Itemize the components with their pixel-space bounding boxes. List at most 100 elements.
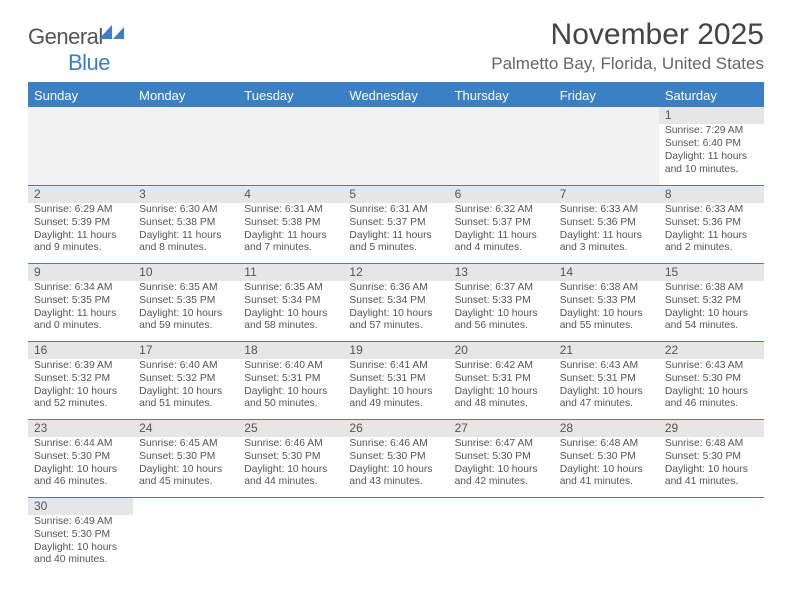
calendar-cell: 20Sunrise: 6:42 AMSunset: 5:31 PMDayligh… [449,341,554,419]
calendar-row: 16Sunrise: 6:39 AMSunset: 5:32 PMDayligh… [28,341,764,419]
calendar-thead: Sunday Monday Tuesday Wednesday Thursday… [28,84,764,107]
sunrise-text: Sunrise: 6:31 AM [349,204,442,217]
day-number: 18 [238,342,343,359]
daylight-text: Daylight: 10 hours and 51 minutes. [139,386,232,412]
day-number: 10 [133,264,238,281]
sunset-text: Sunset: 5:30 PM [244,451,337,464]
sunrise-text: Sunrise: 6:47 AM [455,438,548,451]
calendar-table: Sunday Monday Tuesday Wednesday Thursday… [28,84,764,575]
sunset-text: Sunset: 5:30 PM [34,451,127,464]
page-title: November 2025 [491,18,764,52]
day-body: Sunrise: 6:38 AMSunset: 5:32 PMDaylight:… [659,281,764,335]
calendar-cell: 9Sunrise: 6:34 AMSunset: 5:35 PMDaylight… [28,263,133,341]
daylight-text: Daylight: 11 hours and 9 minutes. [34,230,127,256]
sunrise-text: Sunrise: 6:43 AM [560,360,653,373]
sunset-text: Sunset: 5:30 PM [560,451,653,464]
calendar-cell: 6Sunrise: 6:32 AMSunset: 5:37 PMDaylight… [449,185,554,263]
calendar-row: 30Sunrise: 6:49 AMSunset: 5:30 PMDayligh… [28,497,764,575]
sunrise-text: Sunrise: 6:45 AM [139,438,232,451]
calendar-cell: 28Sunrise: 6:48 AMSunset: 5:30 PMDayligh… [554,419,659,497]
daylight-text: Daylight: 10 hours and 52 minutes. [34,386,127,412]
day-number: 13 [449,264,554,281]
daylight-text: Daylight: 10 hours and 41 minutes. [560,464,653,490]
day-body: Sunrise: 6:39 AMSunset: 5:32 PMDaylight:… [28,359,133,413]
calendar-cell: 2Sunrise: 6:29 AMSunset: 5:39 PMDaylight… [28,185,133,263]
calendar-cell-empty [133,497,238,575]
calendar-cell-empty [343,497,448,575]
sunrise-text: Sunrise: 6:48 AM [665,438,758,451]
sunrise-text: Sunrise: 6:38 AM [560,282,653,295]
day-body: Sunrise: 6:36 AMSunset: 5:34 PMDaylight:… [343,281,448,335]
calendar-cell: 13Sunrise: 6:37 AMSunset: 5:33 PMDayligh… [449,263,554,341]
calendar-cell: 30Sunrise: 6:49 AMSunset: 5:30 PMDayligh… [28,497,133,575]
daylight-text: Daylight: 10 hours and 50 minutes. [244,386,337,412]
logo-sail-icon [99,25,125,46]
calendar-cell: 4Sunrise: 6:31 AMSunset: 5:38 PMDaylight… [238,185,343,263]
title-block: November 2025 Palmetto Bay, Florida, Uni… [491,18,764,74]
logo: General Blue [28,18,125,76]
day-body: Sunrise: 6:49 AMSunset: 5:30 PMDaylight:… [28,515,133,569]
day-number: 7 [554,186,659,203]
day-body: Sunrise: 6:45 AMSunset: 5:30 PMDaylight:… [133,437,238,491]
day-body: Sunrise: 6:33 AMSunset: 5:36 PMDaylight:… [659,203,764,257]
calendar-cell-empty [554,107,659,185]
day-body: Sunrise: 6:43 AMSunset: 5:30 PMDaylight:… [659,359,764,413]
day-body: Sunrise: 6:33 AMSunset: 5:36 PMDaylight:… [554,203,659,257]
sunrise-text: Sunrise: 6:40 AM [139,360,232,373]
daylight-text: Daylight: 11 hours and 2 minutes. [665,230,758,256]
calendar-cell: 7Sunrise: 6:33 AMSunset: 5:36 PMDaylight… [554,185,659,263]
calendar-cell: 16Sunrise: 6:39 AMSunset: 5:32 PMDayligh… [28,341,133,419]
sunrise-text: Sunrise: 6:46 AM [349,438,442,451]
daylight-text: Daylight: 11 hours and 5 minutes. [349,230,442,256]
sunset-text: Sunset: 5:31 PM [244,373,337,386]
day-body: Sunrise: 6:48 AMSunset: 5:30 PMDaylight:… [554,437,659,491]
sunrise-text: Sunrise: 6:33 AM [560,204,653,217]
day-number: 4 [238,186,343,203]
daylight-text: Daylight: 10 hours and 40 minutes. [34,542,127,568]
dayname-mon: Monday [133,84,238,107]
sunrise-text: Sunrise: 6:36 AM [349,282,442,295]
day-body: Sunrise: 6:40 AMSunset: 5:32 PMDaylight:… [133,359,238,413]
sunset-text: Sunset: 5:35 PM [139,295,232,308]
sunset-text: Sunset: 5:38 PM [244,217,337,230]
day-body: Sunrise: 6:37 AMSunset: 5:33 PMDaylight:… [449,281,554,335]
calendar-cell: 24Sunrise: 6:45 AMSunset: 5:30 PMDayligh… [133,419,238,497]
calendar-cell: 23Sunrise: 6:44 AMSunset: 5:30 PMDayligh… [28,419,133,497]
calendar-cell-empty [238,107,343,185]
daylight-text: Daylight: 11 hours and 10 minutes. [665,151,758,177]
daylight-text: Daylight: 10 hours and 57 minutes. [349,308,442,334]
day-body: Sunrise: 7:29 AMSunset: 6:40 PMDaylight:… [659,124,764,178]
sunset-text: Sunset: 6:40 PM [665,138,758,151]
day-number: 16 [28,342,133,359]
calendar-cell: 11Sunrise: 6:35 AMSunset: 5:34 PMDayligh… [238,263,343,341]
dayname-thu: Thursday [449,84,554,107]
calendar-cell-empty [449,107,554,185]
day-number: 30 [28,498,133,515]
sunrise-text: Sunrise: 6:35 AM [139,282,232,295]
sunrise-text: Sunrise: 6:44 AM [34,438,127,451]
sunrise-text: Sunrise: 6:38 AM [665,282,758,295]
day-body: Sunrise: 6:35 AMSunset: 5:35 PMDaylight:… [133,281,238,335]
sunset-text: Sunset: 5:30 PM [139,451,232,464]
day-number: 29 [659,420,764,437]
daylight-text: Daylight: 11 hours and 7 minutes. [244,230,337,256]
sunset-text: Sunset: 5:36 PM [665,217,758,230]
day-body: Sunrise: 6:31 AMSunset: 5:38 PMDaylight:… [238,203,343,257]
day-body: Sunrise: 6:46 AMSunset: 5:30 PMDaylight:… [238,437,343,491]
calendar-cell: 26Sunrise: 6:46 AMSunset: 5:30 PMDayligh… [343,419,448,497]
day-number: 27 [449,420,554,437]
logo-text-spacer [28,50,70,75]
daylight-text: Daylight: 10 hours and 46 minutes. [34,464,127,490]
day-number: 17 [133,342,238,359]
calendar-page: General Blue November 2025 Palmetto Bay,… [0,0,792,575]
calendar-cell: 15Sunrise: 6:38 AMSunset: 5:32 PMDayligh… [659,263,764,341]
sunset-text: Sunset: 5:30 PM [665,373,758,386]
calendar-row: 9Sunrise: 6:34 AMSunset: 5:35 PMDaylight… [28,263,764,341]
sunset-text: Sunset: 5:31 PM [560,373,653,386]
sunset-text: Sunset: 5:34 PM [244,295,337,308]
sunrise-text: Sunrise: 6:34 AM [34,282,127,295]
sunrise-text: Sunrise: 6:35 AM [244,282,337,295]
calendar-cell: 19Sunrise: 6:41 AMSunset: 5:31 PMDayligh… [343,341,448,419]
day-body: Sunrise: 6:43 AMSunset: 5:31 PMDaylight:… [554,359,659,413]
sunset-text: Sunset: 5:32 PM [34,373,127,386]
